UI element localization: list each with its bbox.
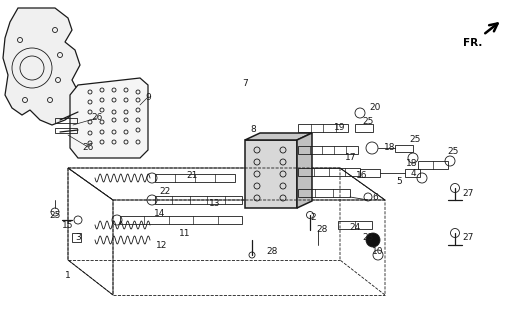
Bar — [55, 128, 77, 133]
Bar — [338, 221, 372, 229]
Text: 27: 27 — [462, 188, 474, 197]
Text: 2: 2 — [310, 213, 316, 222]
Text: 9: 9 — [145, 92, 151, 101]
Text: 6: 6 — [372, 193, 378, 202]
Text: 25: 25 — [409, 135, 421, 145]
Text: 18: 18 — [384, 143, 396, 153]
Text: 26: 26 — [83, 142, 94, 151]
Bar — [298, 124, 348, 132]
Text: 28: 28 — [316, 226, 328, 235]
Text: 11: 11 — [179, 228, 191, 237]
Text: 12: 12 — [156, 241, 168, 250]
Text: 15: 15 — [62, 220, 74, 229]
Text: 20: 20 — [369, 103, 381, 113]
Polygon shape — [70, 78, 148, 158]
Text: 25: 25 — [362, 117, 374, 126]
Text: 21: 21 — [186, 171, 198, 180]
Text: 18: 18 — [406, 158, 418, 167]
Text: 28: 28 — [266, 247, 278, 257]
Text: 22: 22 — [159, 188, 171, 196]
Bar — [155, 174, 235, 182]
Bar — [245, 140, 297, 208]
Polygon shape — [3, 8, 80, 125]
Bar — [298, 168, 360, 176]
Text: 23: 23 — [362, 233, 374, 242]
Text: 7: 7 — [242, 78, 248, 87]
Bar — [298, 146, 358, 154]
Polygon shape — [297, 133, 312, 208]
Bar — [395, 145, 413, 152]
Bar — [405, 169, 420, 177]
Text: 1: 1 — [65, 270, 71, 279]
Text: 16: 16 — [356, 171, 368, 180]
Circle shape — [366, 233, 380, 247]
Polygon shape — [245, 133, 312, 140]
Text: 25: 25 — [50, 211, 61, 220]
Text: 19: 19 — [334, 124, 346, 132]
Bar — [72, 233, 81, 242]
Text: 24: 24 — [349, 223, 361, 233]
Text: 5: 5 — [396, 178, 402, 187]
Text: 10: 10 — [372, 247, 384, 257]
Bar — [298, 189, 350, 197]
Bar — [355, 124, 373, 132]
Text: 8: 8 — [250, 125, 256, 134]
Text: 13: 13 — [209, 198, 221, 207]
Text: 17: 17 — [345, 154, 357, 163]
Text: FR.: FR. — [463, 38, 482, 48]
Bar — [155, 196, 242, 204]
Text: 26: 26 — [91, 114, 103, 123]
Text: 3: 3 — [75, 234, 81, 243]
Text: 14: 14 — [154, 209, 166, 218]
Text: 4: 4 — [410, 169, 416, 178]
Bar — [120, 216, 242, 224]
Bar — [418, 161, 448, 169]
Text: 25: 25 — [447, 148, 459, 156]
Bar — [360, 169, 380, 177]
Text: 27: 27 — [462, 234, 474, 243]
Bar — [55, 118, 77, 123]
